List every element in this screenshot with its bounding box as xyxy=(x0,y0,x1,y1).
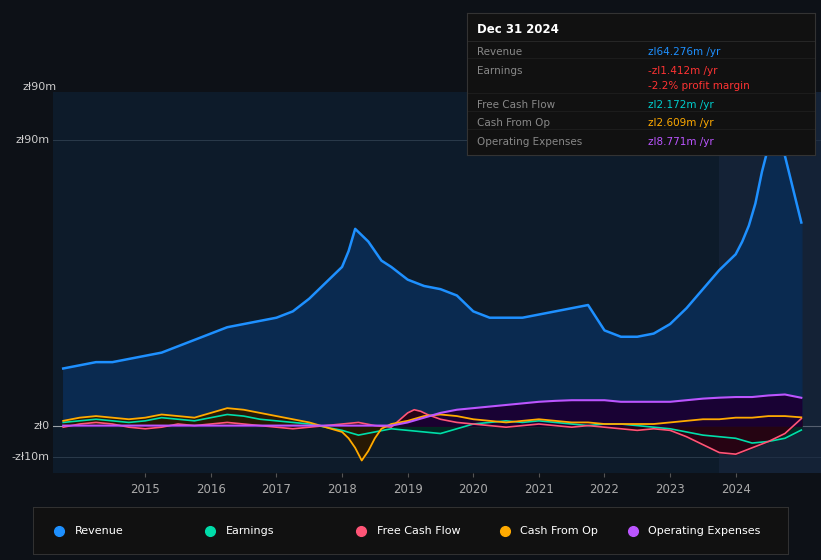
Text: -2.2% profit margin: -2.2% profit margin xyxy=(648,81,750,91)
Text: Revenue: Revenue xyxy=(478,47,522,57)
Text: zł90m: zł90m xyxy=(23,82,57,92)
Text: zl8.771m /yr: zl8.771m /yr xyxy=(648,137,713,147)
Text: zł0: zł0 xyxy=(34,421,49,431)
Text: zl2.609m /yr: zl2.609m /yr xyxy=(648,118,713,128)
Text: Cash From Op: Cash From Op xyxy=(478,118,550,128)
Text: zl2.172m /yr: zl2.172m /yr xyxy=(648,100,713,110)
Text: Cash From Op: Cash From Op xyxy=(520,526,598,535)
Bar xyxy=(719,92,821,473)
Text: Free Cash Flow: Free Cash Flow xyxy=(478,100,556,110)
Text: Earnings: Earnings xyxy=(478,66,523,76)
Text: -zl1.412m /yr: -zl1.412m /yr xyxy=(648,66,718,76)
Text: Earnings: Earnings xyxy=(226,526,274,535)
Text: zl64.276m /yr: zl64.276m /yr xyxy=(648,47,720,57)
Text: Operating Expenses: Operating Expenses xyxy=(478,137,583,147)
Text: -zł10m: -zł10m xyxy=(11,452,49,463)
Text: Free Cash Flow: Free Cash Flow xyxy=(377,526,460,535)
Text: Operating Expenses: Operating Expenses xyxy=(649,526,761,535)
Text: Revenue: Revenue xyxy=(75,526,123,535)
Text: zł90m: zł90m xyxy=(16,135,49,145)
Text: Dec 31 2024: Dec 31 2024 xyxy=(478,23,559,36)
